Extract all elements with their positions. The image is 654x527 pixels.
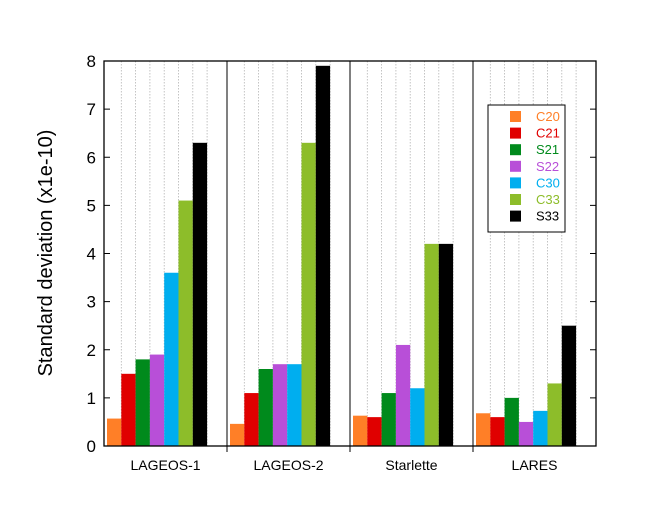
y-tick-label: 7 — [87, 100, 96, 119]
bar-c21-lares — [490, 417, 505, 446]
bar-s21-lares — [504, 397, 519, 446]
legend-swatch-c21 — [510, 127, 521, 139]
bar-c21-starlette — [367, 417, 382, 446]
legend-swatch-c33 — [510, 194, 521, 205]
bar-s33-lares — [561, 325, 577, 446]
bar-c20-lares — [476, 413, 491, 446]
bar-s22-lageos-1 — [149, 354, 165, 446]
bar-c33-starlette — [424, 243, 439, 446]
x-category-label: Starlette — [385, 457, 437, 473]
y-tick-label: 0 — [87, 437, 96, 456]
bar-s22-starlette — [395, 344, 411, 446]
bar-c21-lageos-2 — [244, 393, 259, 446]
legend-label-s33: S33 — [536, 209, 559, 224]
bar-c30-lageos-1 — [164, 272, 179, 446]
bar-c30-lares — [533, 410, 548, 446]
y-tick-label: 6 — [87, 148, 96, 167]
bar-c33-lageos-2 — [301, 142, 316, 446]
bar-c21-lageos-1 — [121, 373, 136, 446]
legend-swatch-c20 — [510, 111, 521, 122]
bar-c20-starlette — [353, 415, 368, 446]
legend-label-c20: C20 — [536, 109, 560, 124]
y-tick-label: 2 — [87, 341, 96, 360]
y-tick-label: 3 — [87, 293, 96, 312]
legend-swatch-s33 — [510, 210, 521, 222]
bar-s21-lageos-1 — [135, 359, 150, 446]
y-axis-ticks: 0 1 2 3 4 5 6 7 8 — [87, 52, 596, 456]
legend-swatch-s21 — [510, 144, 521, 156]
legend-swatch-s22 — [510, 160, 521, 172]
legend-label-c30: C30 — [536, 175, 560, 190]
bar-s22-lageos-2 — [272, 364, 288, 446]
bar-c33-lageos-1 — [178, 200, 193, 446]
bar-s33-lageos-1 — [192, 142, 208, 446]
x-category-label: LAGEOS-1 — [130, 457, 200, 473]
bar-c30-lageos-2 — [287, 364, 302, 446]
legend-label-c33: C33 — [536, 192, 560, 207]
bar-s33-starlette — [438, 243, 454, 446]
y-tick-label: 4 — [87, 245, 96, 264]
y-tick-label: 5 — [87, 196, 96, 215]
legend-label-c21: C21 — [536, 126, 560, 141]
bars — [107, 65, 577, 446]
bar-s21-starlette — [381, 393, 396, 446]
legend-swatch-c30 — [510, 177, 521, 189]
bar-c33-lares — [547, 383, 562, 446]
bar-c30-starlette — [410, 388, 425, 446]
x-category-label: LARES — [512, 457, 558, 473]
y-tick-label: 8 — [87, 52, 96, 71]
bar-c20-lageos-1 — [107, 418, 122, 446]
y-tick-label: 1 — [87, 389, 96, 408]
x-axis-categories: LAGEOS-1 LAGEOS-2 Starlette LARES — [130, 446, 557, 473]
legend-label-s22: S22 — [536, 159, 559, 174]
bar-s22-lares — [518, 421, 534, 446]
bar-s33-lageos-2 — [315, 65, 331, 446]
x-category-label: LAGEOS-2 — [253, 457, 323, 473]
y-axis-label: Standard deviation (x1e-10) — [35, 130, 57, 377]
bar-s21-lageos-2 — [258, 369, 273, 446]
legend-box — [487, 104, 566, 233]
bar-c20-lageos-2 — [230, 423, 245, 446]
legend-label-s21: S21 — [536, 142, 559, 157]
